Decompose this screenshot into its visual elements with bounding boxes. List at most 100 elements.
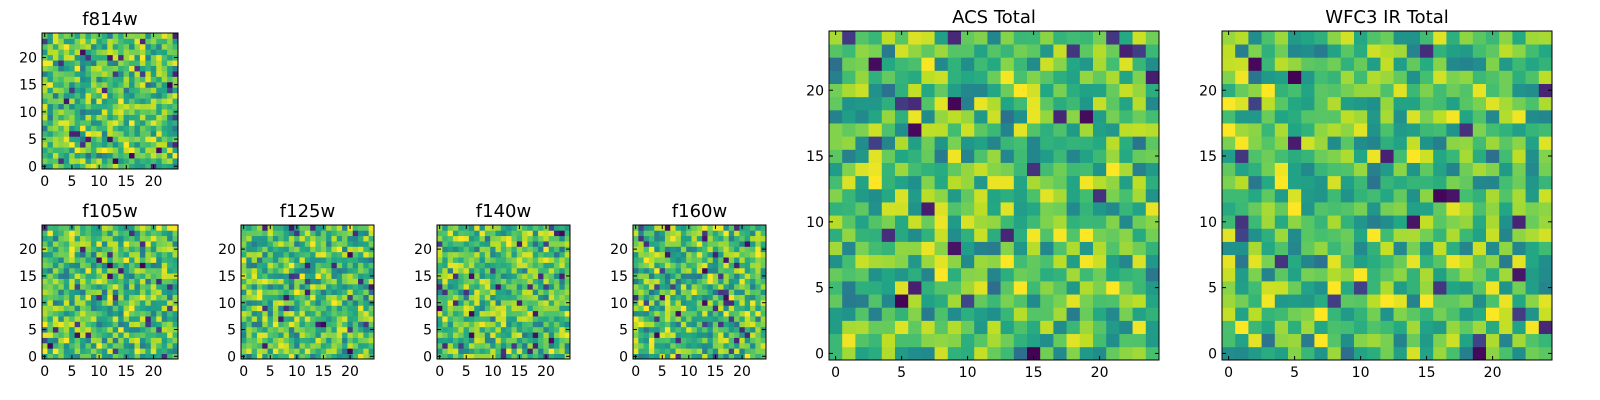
heatmap-cell <box>58 326 65 333</box>
heatmap-cell <box>1274 320 1289 335</box>
heatmap-cell <box>336 283 343 290</box>
heatmap-cell <box>63 33 70 39</box>
heatmap-cell <box>167 71 173 77</box>
heatmap-cell <box>1380 175 1394 190</box>
heatmap-cell <box>633 235 639 242</box>
heatmap-cell <box>156 241 163 247</box>
heatmap-cell <box>1512 136 1526 150</box>
heatmap-cell <box>347 305 354 312</box>
heatmap-cell <box>670 332 676 338</box>
heatmap-cell <box>1013 109 1028 124</box>
heatmap-cell <box>1053 96 1067 111</box>
heatmap-cell <box>947 175 962 190</box>
heatmap-cell <box>1472 307 1487 321</box>
heatmap-cell <box>1538 109 1553 124</box>
heatmap-cell <box>145 98 152 105</box>
heatmap-cell <box>538 305 544 312</box>
heatmap-cell <box>294 273 300 279</box>
heatmap-cell <box>1013 83 1028 98</box>
heatmap-cell <box>474 305 480 312</box>
heatmap-cell <box>1222 149 1236 163</box>
heatmap-cell <box>96 76 103 83</box>
heatmap-cell <box>484 257 491 263</box>
heatmap-cell <box>90 71 97 77</box>
heatmap-cell <box>80 71 86 77</box>
heatmap-cell <box>161 251 168 258</box>
heatmap-cell <box>516 235 523 242</box>
heatmap-cell <box>500 310 507 317</box>
heatmap-cell <box>728 305 735 312</box>
heatmap-cell <box>1446 333 1460 348</box>
heatmap-cell <box>52 141 59 148</box>
heatmap-cell <box>47 305 54 312</box>
heatmap-cell <box>842 267 856 282</box>
heatmap-cell <box>1380 31 1394 45</box>
heatmap-cell <box>161 326 168 333</box>
heatmap-cell <box>468 241 475 247</box>
heatmap-cell <box>680 321 687 328</box>
heatmap-cell <box>638 300 644 306</box>
heatmap-cell <box>294 267 300 274</box>
heatmap-cell <box>463 337 470 344</box>
heatmap-cell <box>112 87 119 94</box>
heatmap-cell <box>47 43 54 50</box>
heatmap-cell <box>564 225 571 231</box>
heatmap-cell <box>543 241 550 247</box>
y-tick-label: 20 <box>19 51 37 67</box>
heatmap-cell <box>458 348 464 354</box>
heatmap-cell <box>643 230 650 237</box>
heatmap-cell <box>659 273 666 279</box>
heatmap-cell <box>707 273 714 279</box>
heatmap-cell <box>1512 254 1526 269</box>
heatmap-cell <box>648 278 655 285</box>
heatmap-cell <box>961 267 975 282</box>
heatmap-cell <box>921 136 935 150</box>
heatmap-cell <box>495 262 502 269</box>
heatmap-cell <box>643 225 650 231</box>
heatmap-cell <box>686 262 692 269</box>
heatmap-cell <box>145 125 152 132</box>
heatmap-cell <box>358 251 364 258</box>
heatmap-cell <box>500 262 507 269</box>
heatmap-cell <box>447 225 454 231</box>
heatmap-cell <box>1393 109 1408 124</box>
heatmap-cell <box>987 215 1001 229</box>
heatmap-cell <box>691 283 698 290</box>
heatmap-cell <box>723 283 730 290</box>
heatmap-cell <box>1393 70 1408 84</box>
heatmap-cell <box>1380 123 1394 137</box>
heatmap-cell <box>511 342 518 349</box>
heatmap-cell <box>304 342 311 349</box>
heatmap-cell <box>1040 136 1054 150</box>
heatmap-cell <box>643 283 650 290</box>
heatmap-cell <box>696 326 703 333</box>
heatmap-cell <box>107 109 114 115</box>
heatmap-cell <box>167 109 173 115</box>
heatmap-cell <box>256 262 263 269</box>
heatmap-cell <box>90 54 97 61</box>
heatmap-cell <box>538 273 544 279</box>
heatmap-cell <box>691 273 698 279</box>
x-tick-label: 15 <box>707 364 725 380</box>
heatmap-cell <box>107 348 114 354</box>
heatmap-cell <box>172 241 179 247</box>
heatmap-cell <box>452 337 459 344</box>
heatmap-cell <box>1288 149 1302 163</box>
heatmap-cell <box>1354 307 1368 321</box>
heatmap-cell <box>368 310 375 317</box>
heatmap-cell <box>739 246 746 253</box>
heatmap-cell <box>1248 96 1262 111</box>
heatmap-cell <box>58 300 65 306</box>
heatmap-cell <box>1420 267 1434 282</box>
heatmap-cell <box>363 262 370 269</box>
heatmap-cell <box>101 251 108 258</box>
heatmap-cell <box>829 294 843 308</box>
heatmap-cell <box>1393 320 1408 335</box>
heatmap-cell <box>368 225 375 231</box>
heatmap-cell <box>543 246 550 253</box>
heatmap-cell <box>739 230 746 237</box>
heatmap-cell <box>123 141 130 148</box>
heatmap-cell <box>1222 123 1236 137</box>
heatmap-cell <box>1288 175 1302 190</box>
